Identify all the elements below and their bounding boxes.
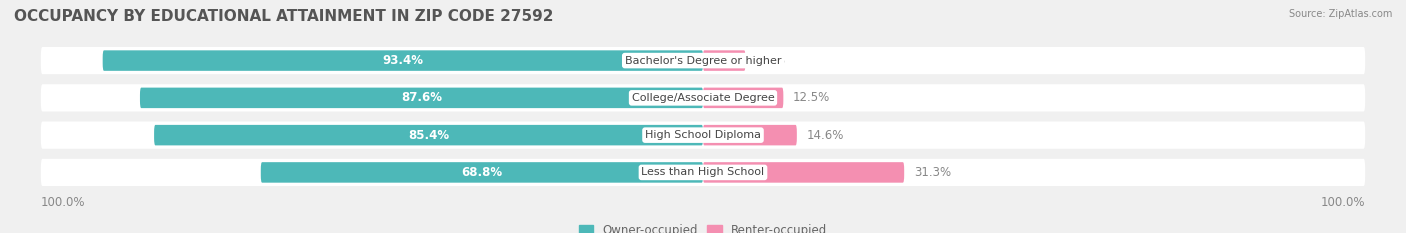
Text: 31.3%: 31.3%: [914, 166, 950, 179]
FancyBboxPatch shape: [41, 84, 1365, 111]
FancyBboxPatch shape: [41, 122, 1365, 149]
Text: 85.4%: 85.4%: [408, 129, 449, 142]
FancyBboxPatch shape: [703, 50, 745, 71]
Text: 100.0%: 100.0%: [41, 195, 86, 209]
Text: High School Diploma: High School Diploma: [645, 130, 761, 140]
Text: Less than High School: Less than High School: [641, 168, 765, 177]
Text: 6.6%: 6.6%: [755, 54, 785, 67]
FancyBboxPatch shape: [41, 159, 1365, 186]
Text: Bachelor's Degree or higher: Bachelor's Degree or higher: [624, 56, 782, 65]
FancyBboxPatch shape: [703, 88, 783, 108]
Text: 87.6%: 87.6%: [401, 91, 441, 104]
Text: 12.5%: 12.5%: [793, 91, 830, 104]
Text: 93.4%: 93.4%: [382, 54, 423, 67]
FancyBboxPatch shape: [41, 47, 1365, 74]
Text: 100.0%: 100.0%: [1320, 195, 1365, 209]
Text: 14.6%: 14.6%: [807, 129, 844, 142]
FancyBboxPatch shape: [103, 50, 703, 71]
FancyBboxPatch shape: [703, 125, 797, 145]
Text: Source: ZipAtlas.com: Source: ZipAtlas.com: [1288, 9, 1392, 19]
FancyBboxPatch shape: [260, 162, 703, 183]
Legend: Owner-occupied, Renter-occupied: Owner-occupied, Renter-occupied: [574, 219, 832, 233]
Text: 68.8%: 68.8%: [461, 166, 502, 179]
FancyBboxPatch shape: [155, 125, 703, 145]
FancyBboxPatch shape: [141, 88, 703, 108]
Text: College/Associate Degree: College/Associate Degree: [631, 93, 775, 103]
FancyBboxPatch shape: [703, 162, 904, 183]
Text: OCCUPANCY BY EDUCATIONAL ATTAINMENT IN ZIP CODE 27592: OCCUPANCY BY EDUCATIONAL ATTAINMENT IN Z…: [14, 9, 554, 24]
